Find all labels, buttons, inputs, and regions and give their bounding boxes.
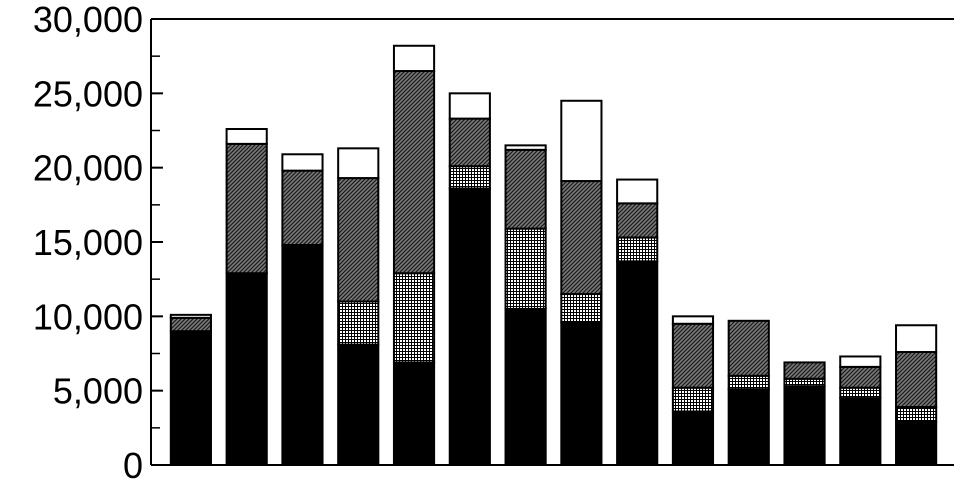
bar-4-segment-solid-black	[337, 343, 380, 466]
bar-13-segment-white	[839, 355, 882, 368]
bar-14-segment-white	[895, 324, 938, 354]
y-tick-label: 30,000	[33, 0, 143, 40]
bar-4-segment-crosshatch	[337, 300, 380, 346]
bar-3	[281, 153, 324, 466]
bar-9-segment-crosshatch	[616, 236, 659, 263]
bar-12-segment-diagonal-hatch	[783, 361, 826, 380]
bar-2-segment-solid-black	[225, 272, 268, 466]
bar-1	[169, 313, 212, 467]
bar-10	[671, 315, 715, 467]
bar-6-segment-white	[448, 92, 491, 120]
bar-1-segment-diagonal-hatch	[169, 316, 212, 333]
bar-2-segment-diagonal-hatch	[225, 142, 268, 275]
bars	[169, 44, 938, 467]
bar-8-segment-diagonal-hatch	[560, 180, 603, 296]
bar-14-segment-diagonal-hatch	[895, 351, 938, 409]
bar-5-segment-crosshatch	[392, 272, 436, 364]
bar-11-segment-crosshatch	[727, 374, 770, 391]
bar-5	[392, 44, 436, 467]
bar-11	[727, 319, 770, 466]
axes: 0 5,000 10,000 15,000 20,000 25,000 30,000	[33, 0, 954, 485]
bar-9-segment-white	[616, 178, 659, 205]
bar-3-segment-diagonal-hatch	[281, 169, 324, 246]
bar-9-segment-solid-black	[616, 260, 659, 466]
y-tick-label: 0	[123, 445, 143, 485]
bar-4-segment-white	[337, 147, 380, 180]
bar-14-segment-solid-black	[895, 420, 938, 466]
y-tick-label: 20,000	[33, 148, 143, 189]
bar-5-segment-solid-black	[392, 361, 436, 467]
bar-6-segment-diagonal-hatch	[448, 117, 491, 168]
y-tick-label: 15,000	[33, 222, 143, 263]
bar-7-segment-solid-black	[504, 307, 547, 466]
bar-14	[895, 324, 938, 466]
bar-2-segment-white	[225, 128, 268, 145]
y-tick-label: 10,000	[33, 296, 143, 337]
bar-8-segment-white	[560, 99, 603, 183]
bar-5-segment-diagonal-hatch	[392, 70, 436, 275]
bar-13	[839, 355, 882, 467]
bar-8-segment-solid-black	[560, 321, 603, 466]
bar-12	[783, 361, 826, 466]
bar-9	[616, 178, 659, 466]
bar-11-segment-diagonal-hatch	[727, 319, 770, 377]
bar-2	[225, 128, 268, 466]
bar-7-segment-crosshatch	[504, 227, 547, 310]
bar-13-segment-crosshatch	[839, 386, 882, 400]
bar-7	[504, 144, 547, 466]
bar-12-segment-crosshatch	[783, 377, 826, 388]
bar-13-segment-diagonal-hatch	[839, 365, 882, 389]
bar-6-segment-crosshatch	[448, 165, 491, 190]
bar-4	[337, 147, 380, 466]
bar-10-segment-crosshatch	[671, 386, 715, 413]
bar-13-segment-solid-black	[839, 397, 882, 467]
y-tick-label: 25,000	[33, 73, 143, 114]
bar-7-segment-diagonal-hatch	[504, 148, 547, 230]
bar-8-segment-crosshatch	[560, 293, 603, 324]
bar-7-segment-white	[504, 144, 547, 151]
bar-4-segment-diagonal-hatch	[337, 177, 380, 303]
bar-9-segment-diagonal-hatch	[616, 202, 659, 239]
bar-5-segment-white	[392, 44, 436, 73]
bar-14-segment-crosshatch	[895, 406, 938, 423]
bar-3-segment-solid-black	[281, 243, 324, 466]
bar-6-segment-solid-black	[448, 187, 491, 466]
bar-1-segment-white	[169, 313, 212, 319]
bar-10-segment-white	[671, 315, 715, 325]
y-tick-label: 5,000	[53, 371, 143, 412]
bar-11-segment-solid-black	[727, 388, 770, 466]
bar-10-segment-solid-black	[671, 410, 715, 467]
bar-3-segment-white	[281, 153, 324, 172]
bar-10-segment-diagonal-hatch	[671, 322, 715, 389]
bar-8	[560, 99, 603, 466]
bar-12-segment-solid-black	[783, 385, 826, 466]
bar-6	[448, 92, 491, 466]
bar-1-segment-solid-black	[169, 330, 212, 467]
